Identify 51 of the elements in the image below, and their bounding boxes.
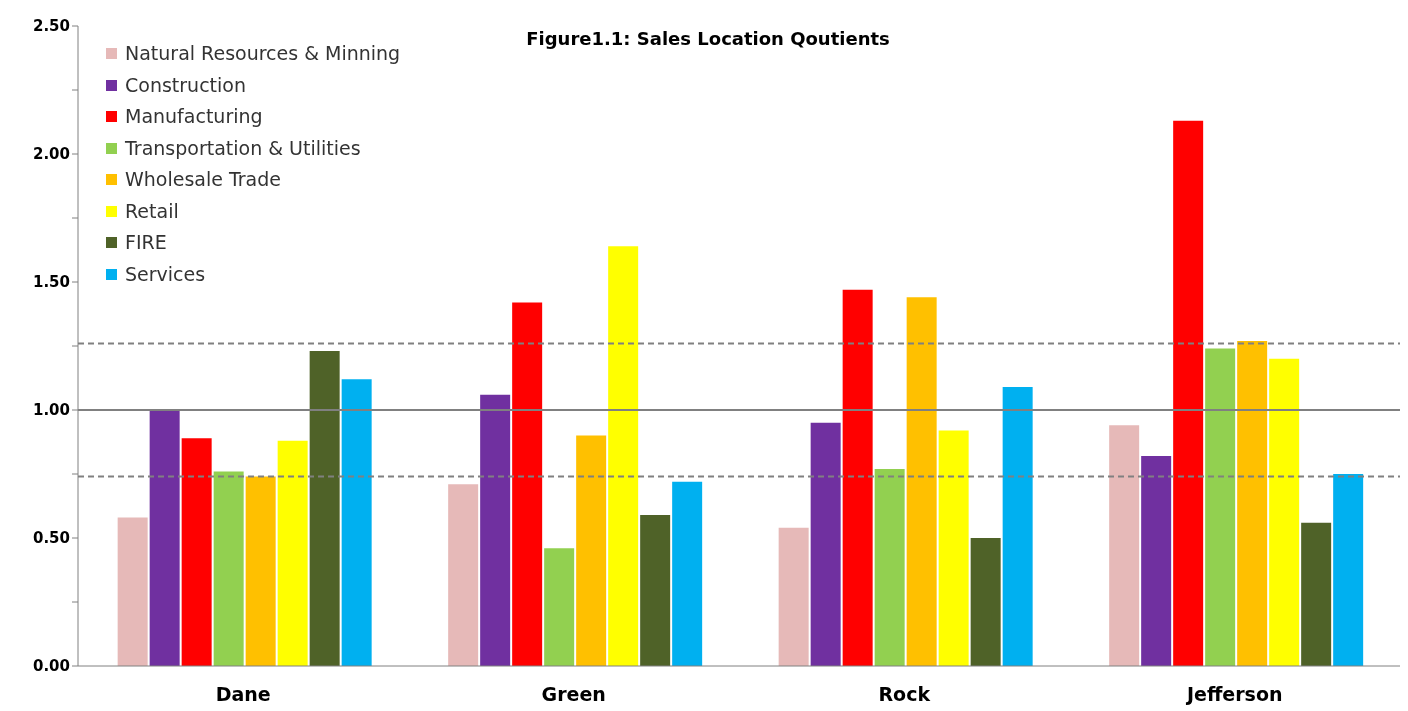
bar	[277, 440, 308, 666]
x-tick-label: Jefferson	[1185, 683, 1283, 706]
bar	[309, 351, 340, 666]
bar	[874, 468, 905, 666]
bar	[1205, 348, 1236, 666]
bar	[938, 430, 969, 666]
y-tick-label: 1.00	[32, 401, 70, 420]
bar	[149, 410, 180, 666]
y-tick-label: 1.50	[32, 273, 70, 292]
bar	[842, 289, 873, 666]
x-tick-label: Green	[541, 683, 606, 706]
y-tick-label: 2.00	[32, 145, 70, 164]
bar	[1301, 522, 1332, 666]
bar	[1109, 425, 1140, 666]
bar	[181, 438, 212, 666]
bar	[117, 517, 148, 666]
legend-label: FIRE	[125, 230, 167, 255]
bar	[213, 471, 244, 666]
bar	[1173, 120, 1204, 666]
legend-label: Transportation & Utilities	[125, 135, 361, 161]
bar	[448, 484, 479, 666]
bar	[1141, 456, 1172, 666]
y-tick-label: 0.50	[32, 529, 70, 548]
bar	[544, 548, 575, 666]
bar	[640, 514, 671, 666]
bar	[1002, 386, 1033, 666]
y-tick-label: 0.00	[32, 657, 70, 676]
bar	[480, 394, 511, 666]
bar	[672, 481, 703, 666]
bar	[608, 246, 639, 666]
bar	[341, 379, 372, 666]
legend-label: Manufacturing	[125, 104, 263, 129]
bar	[1269, 358, 1300, 666]
legend-label: Retail	[125, 198, 179, 224]
chart-title: Figure1.1: Sales Location Qoutients	[526, 28, 890, 49]
bar	[245, 476, 276, 666]
legend-label: Wholesale Trade	[125, 167, 281, 192]
bar	[1333, 474, 1364, 666]
bar	[512, 302, 543, 666]
legend-label: Construction	[125, 72, 246, 98]
x-tick-label: Dane	[215, 683, 271, 706]
legend-label: Natural Resources & Minning	[125, 41, 401, 66]
bar	[970, 538, 1001, 666]
bar	[576, 435, 607, 666]
x-tick-label: Rock	[878, 683, 931, 706]
bar	[778, 527, 809, 666]
bar	[810, 422, 841, 666]
bar	[906, 297, 937, 666]
legend-label: Services	[125, 261, 206, 287]
bar	[1237, 340, 1268, 666]
y-tick-label: 2.50	[32, 17, 70, 36]
